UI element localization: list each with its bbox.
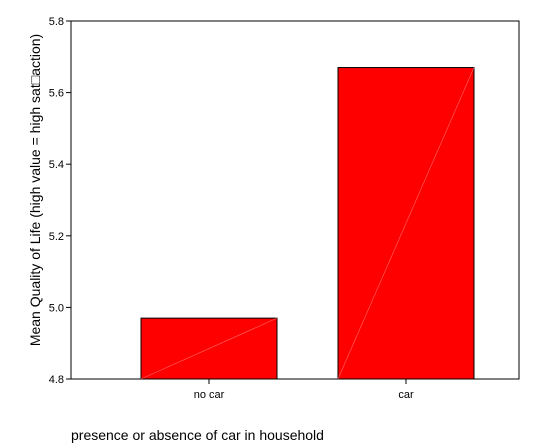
- y-tick-label: 5.2: [49, 231, 64, 243]
- y-tick-label: 4.8: [49, 374, 64, 386]
- x-axis-label: presence or absence of car in household: [71, 427, 324, 443]
- y-axis-label: Mean Quality of Life (high value = high …: [27, 34, 43, 346]
- bar-diagonal: [337, 67, 475, 380]
- y-axis: 4.8 5.0 5.2 5.4 5.6 5.8: [49, 16, 71, 386]
- y-tick-label: 5.6: [49, 88, 64, 100]
- x-axis: no car car: [194, 379, 414, 401]
- x-tick-label: no car: [194, 389, 225, 401]
- y-tick-label: 5.8: [49, 16, 64, 28]
- bar-diagonal: [140, 317, 278, 380]
- y-tick-label: 5.0: [49, 302, 64, 314]
- x-tick-label: car: [398, 389, 414, 401]
- y-tick-label: 5.4: [49, 159, 64, 171]
- bars: [140, 67, 475, 380]
